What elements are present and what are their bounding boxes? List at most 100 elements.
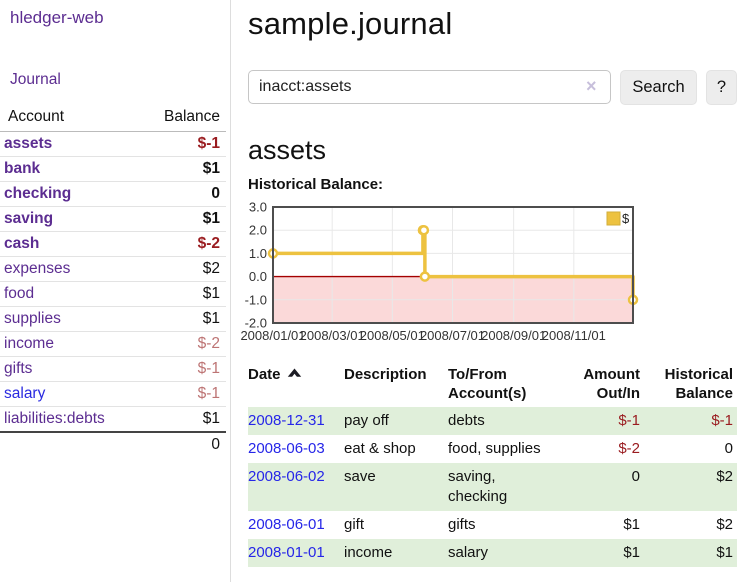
transaction-description: income — [344, 544, 393, 561]
account-row: saving $1 — [0, 206, 226, 232]
transaction-row: 2008-06-02 save saving, checking 0 $2 — [248, 463, 737, 511]
account-link-supplies[interactable]: supplies — [4, 310, 61, 327]
transaction-row: 2008-06-03 eat & shop food, supplies $-2 0 — [248, 435, 737, 463]
svg-text:3.0: 3.0 — [249, 200, 267, 215]
main-content: sample.journal × Search ? assets Histori… — [240, 0, 738, 567]
page-title: sample.journal — [248, 6, 453, 41]
nav-journal-link[interactable]: Journal — [10, 71, 61, 88]
svg-text:-2.0: -2.0 — [245, 316, 267, 331]
svg-text:2008/03/01: 2008/03/01 — [300, 328, 365, 343]
account-balance: $1 — [137, 281, 226, 307]
transaction-amount: $-2 — [618, 440, 640, 457]
transaction-accounts: food, supplies — [448, 440, 541, 457]
description-column-header[interactable]: Description — [344, 366, 427, 383]
account-link-expenses[interactable]: expenses — [4, 260, 71, 277]
transaction-row: 2008-06-01 gift gifts $1 $2 — [248, 511, 737, 539]
accounts-total-row: 0 — [0, 431, 226, 457]
account-row: gifts $-1 — [0, 356, 226, 382]
account-balance: $1 — [137, 206, 226, 232]
account-link-salary[interactable]: salary — [4, 385, 46, 402]
transaction-amount: $-1 — [618, 412, 640, 429]
transaction-balance: $2 — [716, 468, 733, 485]
balance-column-header[interactable]: Historical Balance — [664, 366, 733, 402]
account-balance: $-1 — [137, 381, 226, 407]
svg-text:1.0: 1.0 — [249, 246, 267, 261]
account-heading: assets — [248, 135, 327, 166]
account-link-saving[interactable]: saving — [4, 210, 54, 227]
search-row: × Search ? — [248, 70, 738, 106]
historical-balance-chart[interactable]: $3.0 2.0 1.0 0.0 -1.0 -2.0 2008/01/01 2008/03/0… — [237, 200, 737, 346]
transaction-description: save — [344, 468, 376, 485]
transaction-balance: $1 — [716, 544, 733, 561]
transaction-date-link[interactable]: 2008-06-01 — [248, 516, 325, 533]
accounts-col-header: Account — [0, 105, 138, 132]
date-header-label: Date — [248, 366, 281, 383]
account-balance: $1 — [137, 156, 226, 182]
transaction-row: 2008-12-31 pay off debts $-1 $-1 — [248, 407, 737, 435]
amount-column-header[interactable]: Amount Out/In — [583, 366, 640, 402]
transaction-balance: 0 — [724, 440, 733, 457]
transaction-accounts: gifts — [448, 516, 476, 533]
sort-ascending-icon — [287, 366, 302, 385]
account-row: checking 0 — [0, 181, 226, 207]
search-input[interactable] — [248, 70, 611, 104]
date-column-header[interactable]: Date — [248, 363, 344, 407]
transaction-amount: $1 — [623, 544, 640, 561]
account-link-cash[interactable]: cash — [4, 235, 40, 252]
transaction-date-link[interactable]: 2008-06-02 — [248, 468, 325, 485]
account-balance: $1 — [137, 406, 226, 433]
search-button[interactable]: Search — [620, 70, 697, 105]
transaction-balance: $2 — [716, 516, 733, 533]
transaction-description: eat & shop — [344, 440, 416, 457]
account-balance: $-1 — [137, 356, 226, 382]
account-link-bank[interactable]: bank — [4, 160, 41, 177]
transaction-row: 2008-01-01 income salary $1 $1 — [248, 539, 737, 567]
svg-text:2008/09/01: 2008/09/01 — [481, 328, 546, 343]
account-link-checking[interactable]: checking — [4, 185, 72, 202]
account-link-liabilities-debts[interactable]: liabilities:debts — [4, 410, 105, 427]
account-link-gifts[interactable]: gifts — [4, 360, 33, 377]
account-row: salary $-1 — [0, 381, 226, 407]
transaction-amount: $1 — [623, 516, 640, 533]
transaction-date-link[interactable]: 2008-12-31 — [248, 412, 325, 429]
register-table: Date Description To/From Account(s) Amou… — [248, 363, 737, 567]
accounts-table: Account Balance assets $-1 bank $1 checking 0… — [0, 105, 226, 457]
account-balance: $-1 — [137, 131, 226, 157]
svg-text:0.0: 0.0 — [249, 269, 267, 284]
account-link-income[interactable]: income — [4, 335, 54, 352]
accounts-column-header[interactable]: To/From Account(s) — [448, 366, 527, 402]
accounts-table-header: Account Balance — [0, 105, 226, 132]
transaction-accounts: salary — [448, 544, 489, 561]
account-row: bank $1 — [0, 156, 226, 182]
account-balance: $-2 — [137, 331, 226, 357]
transaction-balance: $-1 — [711, 412, 733, 429]
svg-text:2008/11/01: 2008/11/01 — [542, 328, 606, 343]
account-balance: 0 — [137, 181, 226, 207]
account-row: expenses $2 — [0, 256, 226, 282]
help-button[interactable]: ? — [706, 70, 737, 105]
accounts-total-value: 0 — [137, 431, 226, 457]
sidebar: hledger-web Journal Account Balance asse… — [0, 0, 231, 582]
transaction-description: gift — [344, 516, 365, 533]
svg-text:2.0: 2.0 — [249, 223, 267, 238]
account-link-assets[interactable]: assets — [4, 135, 53, 152]
svg-text:2008/07/01: 2008/07/01 — [420, 328, 485, 343]
transaction-date-link[interactable]: 2008-01-01 — [248, 544, 325, 561]
chart-section-label: Historical Balance: — [248, 176, 384, 193]
register-header-row: Date Description To/From Account(s) Amou… — [248, 363, 737, 407]
transaction-accounts: saving, checking — [448, 468, 508, 505]
transaction-description: pay off — [344, 412, 389, 429]
account-row: food $1 — [0, 281, 226, 307]
transaction-amount: 0 — [631, 468, 640, 485]
account-link-food[interactable]: food — [4, 285, 35, 302]
svg-text:$: $ — [622, 211, 630, 226]
brand-link[interactable]: hledger-web — [10, 8, 104, 27]
transaction-accounts: debts — [448, 412, 485, 429]
svg-text:2008/01/01: 2008/01/01 — [240, 328, 305, 343]
transaction-date-link[interactable]: 2008-06-03 — [248, 440, 325, 457]
account-row: cash $-2 — [0, 231, 226, 257]
account-balance: $1 — [137, 306, 226, 332]
clear-search-icon[interactable]: × — [586, 76, 597, 96]
svg-text:2008/05/01: 2008/05/01 — [360, 328, 425, 343]
account-row: assets $-1 — [0, 131, 226, 157]
